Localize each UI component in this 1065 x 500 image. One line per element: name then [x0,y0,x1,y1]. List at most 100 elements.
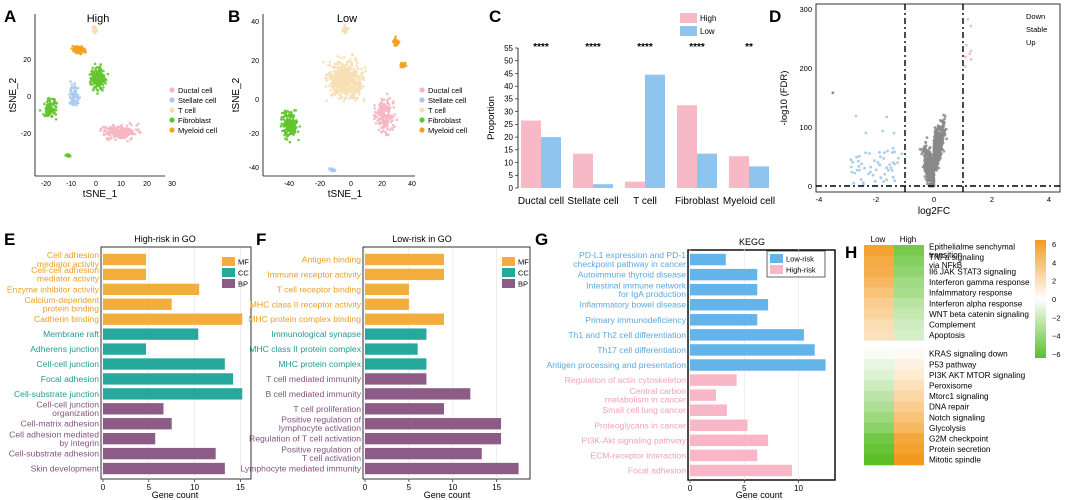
heatmap-row-label: G2M checkpoint [929,435,989,444]
panel-a-xtick: -20 [41,181,51,188]
tcell-point [337,73,341,76]
heatmap-scale-label: −6 [1052,350,1061,359]
fibroblast-point [91,80,95,83]
panel-e-title: High-risk in GO [134,234,196,244]
volcano-up-point [966,18,970,21]
volcano-up-point [964,65,967,68]
fibroblast-point [283,129,287,132]
fibroblast-point [67,154,71,157]
stellate-point [70,93,74,97]
ductal-point [388,96,392,100]
fibroblast-point [285,125,288,128]
volcano-stable-point [934,142,938,146]
bar-label: for IgA production [619,289,687,299]
fibroblast-point [281,129,284,133]
legend-swatch [502,279,515,288]
panel-c-ytick-label: 0 [509,184,514,193]
bar-mf [103,268,147,281]
tcell-point [349,87,352,90]
tcell-point [342,79,346,83]
volcano-down-point [893,150,896,154]
fibroblast-point [288,127,292,131]
myeloid-point [400,64,404,68]
fibroblast-point [43,102,46,106]
heatmap-cell [894,348,924,360]
volcano-stable-point [924,144,928,148]
ductal-point [384,104,388,108]
heatmap-cell [864,245,894,256]
tcell-point [355,64,359,67]
fibroblast-point [96,89,100,92]
stellate-point [331,167,335,171]
volcano-down-point [881,129,885,133]
panel-d: D -4 -2 0 2 4 0 100 200 300 log2FC -log1… [769,3,1061,217]
volcano-stable-point [934,140,937,143]
heatmap-cell [894,266,924,278]
myeloid-point [394,35,397,38]
heatmap-cell [894,412,924,423]
tcell-point [350,96,353,100]
fibroblast-point [290,110,293,114]
legend-swatch [222,268,235,277]
bar-high-risk [690,434,769,447]
fibroblast-point [93,85,96,88]
heatmap-row-label: via NFkB [929,261,963,270]
ductal-point [121,132,124,135]
bar-mf [103,253,147,266]
volcano-stable-point [933,156,937,160]
fibroblast-point [88,81,92,84]
ductal-point [102,130,106,133]
ductal-point [391,101,395,105]
ductal-point [389,115,392,119]
heatmap-cell [864,369,894,381]
bar-label: Proteoglycans in cancer [594,420,686,430]
bar-bp [365,462,519,475]
ductal-point [389,120,393,124]
fibroblast-point [91,72,95,75]
panel-b-xtick: 0 [349,181,353,188]
ductal-point [373,104,376,107]
fibroblast-point [49,103,52,106]
legend-swatch [502,268,515,277]
tcell-point [353,58,357,61]
panel-c-ytick-label: 45 [504,69,513,78]
volcano-down-point [869,170,872,174]
heatmap-cell [864,454,894,466]
panel-d-ytick: 0 [808,182,812,191]
legend-label: MF [518,258,529,267]
volcano-down-point [897,156,900,160]
volcano-down-point [855,155,858,159]
x-tick-label: 10 [794,484,803,493]
heatmap-cell [894,255,924,267]
bar-label: Regulation of actin cytoskeleton [565,375,687,385]
fibroblast-point [292,133,295,136]
heatmap-row-label: Protein secretion [929,445,991,454]
bar-label: Cell-cell junction [36,359,99,369]
ductal-point [109,134,112,138]
ductal-point [380,113,384,116]
ductal-point [387,113,390,116]
volcano-stable-point [940,138,944,142]
bar-label: Cell-matrix adhesion [21,419,100,429]
fibroblast-point [287,114,290,117]
fibroblast-point [102,80,106,84]
heatmap-cell [864,266,894,278]
volcano-stable-point [925,165,929,168]
tcell-point [350,94,354,98]
ductal-point [114,138,117,142]
volcano-stable-point [931,176,935,180]
fibroblast-point [288,121,292,125]
volcano-stable-point [926,170,929,173]
heatmap-cell [894,245,924,256]
legend-swatch [502,257,515,266]
volcano-down-point [857,159,860,163]
panel-b-xlabel: tSNE_1 [328,189,363,200]
panel-b-ytick: 20 [251,58,259,65]
panel-h-letter: H [845,243,857,262]
bar-label: Regulation of T cell activation [249,434,361,444]
heatmap-row-label: Complement [929,321,976,330]
fibroblast-point [280,111,284,115]
ductal-point [137,128,140,131]
tcell-point [341,82,345,86]
volcano-stable-point [942,149,946,153]
